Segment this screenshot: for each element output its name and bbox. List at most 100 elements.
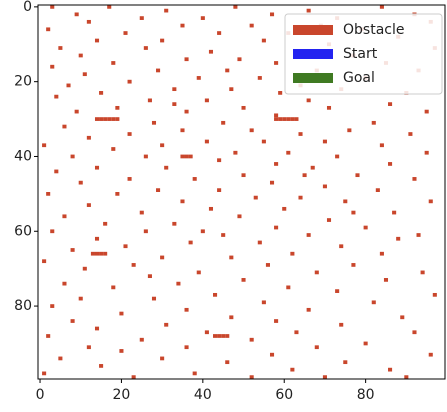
obstacle-cell <box>208 49 214 54</box>
obstacle-cell <box>94 38 100 43</box>
obstacle-cell <box>282 206 287 211</box>
obstacle-cell <box>184 345 189 350</box>
obstacle-cell <box>86 345 91 350</box>
obstacle-cell <box>180 23 185 28</box>
obstacle-cell <box>160 38 165 43</box>
obstacle-cell <box>261 38 266 43</box>
obstacle-cell <box>172 87 177 92</box>
obstacle-cell <box>42 259 47 264</box>
obstacle-cell <box>78 296 83 301</box>
obstacle-cell <box>326 105 332 110</box>
obstacle-cell <box>290 117 295 121</box>
obstacle-cell <box>286 285 291 290</box>
obstacle-cell <box>82 266 87 271</box>
obstacle-cell <box>70 248 75 252</box>
obstacle-cell <box>286 117 291 121</box>
obstacle-cell <box>119 349 124 353</box>
obstacle-cell <box>103 117 108 121</box>
obstacle-cell <box>404 375 409 379</box>
obstacle-cell <box>94 326 100 331</box>
obstacle-cell <box>217 188 222 192</box>
obstacle-cell <box>326 218 332 222</box>
obstacle-cell <box>265 263 270 267</box>
obstacle-cell <box>143 46 148 50</box>
x-tick-label: 20 <box>113 387 131 403</box>
obstacle-cell <box>290 251 295 256</box>
x-tick-label: 0 <box>36 387 45 403</box>
obstacle-cell <box>432 292 437 297</box>
obstacle-cell <box>62 124 67 129</box>
obstacle-cell <box>192 177 197 181</box>
obstacle-cell <box>119 311 124 316</box>
obstacle-cell <box>314 270 319 275</box>
obstacle-cell <box>94 165 100 170</box>
obstacle-cell <box>306 233 311 237</box>
obstacle-cell <box>225 334 230 338</box>
obstacle-cell <box>184 154 189 159</box>
obstacle-cell <box>371 300 376 305</box>
obstacle-cell <box>347 128 352 133</box>
obstacle-cell <box>127 79 132 84</box>
obstacle-cell <box>139 16 144 20</box>
obstacle-cell <box>147 274 152 279</box>
obstacle-cell <box>274 162 279 166</box>
obstacle-cell <box>86 135 91 140</box>
obstacle-cell <box>298 195 303 200</box>
obstacle-cell <box>46 334 51 338</box>
obstacle-cell <box>172 102 177 106</box>
obstacle-cell <box>46 27 51 32</box>
x-tick-label: 80 <box>357 387 375 403</box>
obstacle-cell <box>99 364 104 368</box>
obstacle-cell <box>204 330 209 335</box>
obstacle-cell <box>123 31 128 35</box>
y-tick-label: 80 <box>14 298 32 314</box>
obstacle-cell <box>351 210 356 215</box>
obstacle-cell <box>115 117 120 121</box>
obstacle-cell <box>50 64 55 69</box>
obstacle-cell <box>103 221 108 226</box>
obstacle-cell <box>237 214 242 219</box>
obstacle-cell <box>107 117 112 121</box>
obstacle-cell <box>269 180 275 185</box>
obstacle-cell <box>208 206 214 211</box>
obstacle-cell <box>294 330 299 335</box>
y-tick-label: 40 <box>14 148 32 164</box>
y-tick-label: 60 <box>14 223 32 239</box>
obstacle-cell <box>176 281 181 286</box>
obstacle-cell <box>78 53 83 58</box>
obstacle-cell <box>115 192 120 196</box>
obstacle-cell <box>229 87 234 92</box>
obstacle-cell <box>351 263 356 267</box>
obstacle-cell <box>99 91 104 95</box>
legend-swatch <box>293 49 333 59</box>
plot-frame <box>37 4 446 380</box>
obstacle-cell <box>363 341 368 346</box>
obstacle-cell <box>180 128 185 133</box>
obstacle-cell <box>103 251 108 256</box>
obstacle-cell <box>151 120 157 125</box>
obstacle-cell <box>428 199 433 204</box>
obstacle-cell <box>160 356 165 361</box>
obstacle-cell <box>343 360 348 365</box>
obstacle-cell <box>62 214 67 219</box>
obstacle-cell <box>50 229 55 234</box>
obstacle-cell <box>164 322 169 327</box>
obstacle-cell <box>412 177 417 181</box>
obstacle-cell <box>74 109 79 114</box>
obstacle-cell <box>200 229 205 234</box>
obstacle-cell <box>253 195 258 200</box>
obstacle-cell <box>420 270 425 275</box>
obstacle-cell <box>229 255 234 260</box>
obstacle-cell <box>90 251 95 256</box>
obstacle-cell <box>302 173 307 178</box>
obstacle-cell <box>225 360 230 365</box>
obstacle-cell <box>66 83 71 88</box>
obstacle-cell <box>233 5 238 9</box>
obstacle-cell <box>225 68 230 73</box>
obstacle-cell <box>86 203 91 207</box>
obstacle-cell <box>107 5 112 9</box>
obstacle-cell <box>371 120 376 125</box>
obstacle-cell <box>94 117 100 121</box>
obstacle-cell <box>46 192 51 196</box>
obstacle-cell <box>143 229 148 234</box>
